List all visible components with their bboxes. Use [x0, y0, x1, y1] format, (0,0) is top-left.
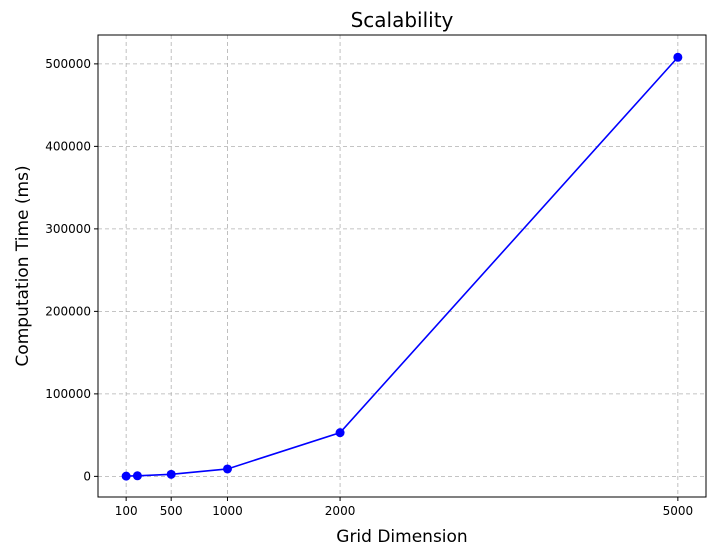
data-point [673, 52, 683, 62]
series-layer [121, 52, 683, 481]
x-axis-title: Grid Dimension [336, 527, 467, 547]
data-point [132, 471, 142, 481]
y-tick-label: 0 [83, 469, 91, 483]
plot-frame [97, 34, 707, 498]
data-point [166, 469, 176, 479]
x-tick-label: 100 [115, 504, 138, 518]
data-point [222, 464, 232, 474]
y-tick-label: 500000 [45, 57, 91, 71]
x-tick-label: 1000 [212, 504, 243, 518]
data-point [121, 471, 131, 481]
x-axis: 100 500 1000 2000 5000 [115, 497, 693, 518]
x-tick-label: 2000 [325, 504, 356, 518]
x-tick-label: 500 [160, 504, 183, 518]
chart-title: Scalability [351, 8, 454, 32]
y-axis-title: Computation Time (ms) [13, 165, 33, 366]
x-tick-label: 5000 [663, 504, 694, 518]
grid [98, 35, 706, 497]
y-axis: 0 100000 200000 300000 400000 500000 [45, 57, 98, 483]
y-tick-label: 400000 [45, 139, 91, 153]
y-tick-label: 100000 [45, 387, 91, 401]
y-tick-label: 300000 [45, 222, 91, 236]
data-point [335, 428, 345, 438]
y-tick-label: 200000 [45, 304, 91, 318]
